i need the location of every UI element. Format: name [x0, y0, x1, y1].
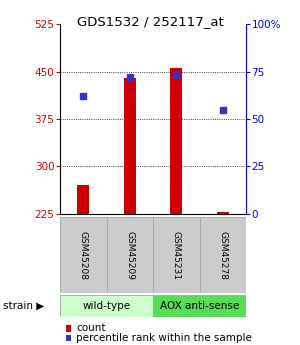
Bar: [153, 217, 200, 293]
Text: AOX anti-sense: AOX anti-sense: [160, 301, 239, 311]
Text: percentile rank within the sample: percentile rank within the sample: [76, 333, 252, 343]
Bar: [217, 212, 229, 214]
Text: GDS1532 / 252117_at: GDS1532 / 252117_at: [76, 16, 224, 29]
Text: wild-type: wild-type: [82, 301, 130, 311]
Bar: [124, 78, 136, 214]
Bar: [77, 186, 89, 214]
Text: GSM45278: GSM45278: [218, 231, 227, 280]
Bar: [60, 295, 153, 317]
Text: GSM45208: GSM45208: [79, 231, 88, 280]
Text: GSM45231: GSM45231: [172, 231, 181, 280]
Text: count: count: [76, 324, 105, 333]
Text: GSM45209: GSM45209: [125, 231, 134, 280]
Bar: [60, 217, 106, 293]
Bar: [200, 217, 246, 293]
Bar: [106, 217, 153, 293]
Bar: [153, 295, 246, 317]
Text: strain ▶: strain ▶: [3, 301, 44, 311]
Bar: [170, 68, 182, 214]
